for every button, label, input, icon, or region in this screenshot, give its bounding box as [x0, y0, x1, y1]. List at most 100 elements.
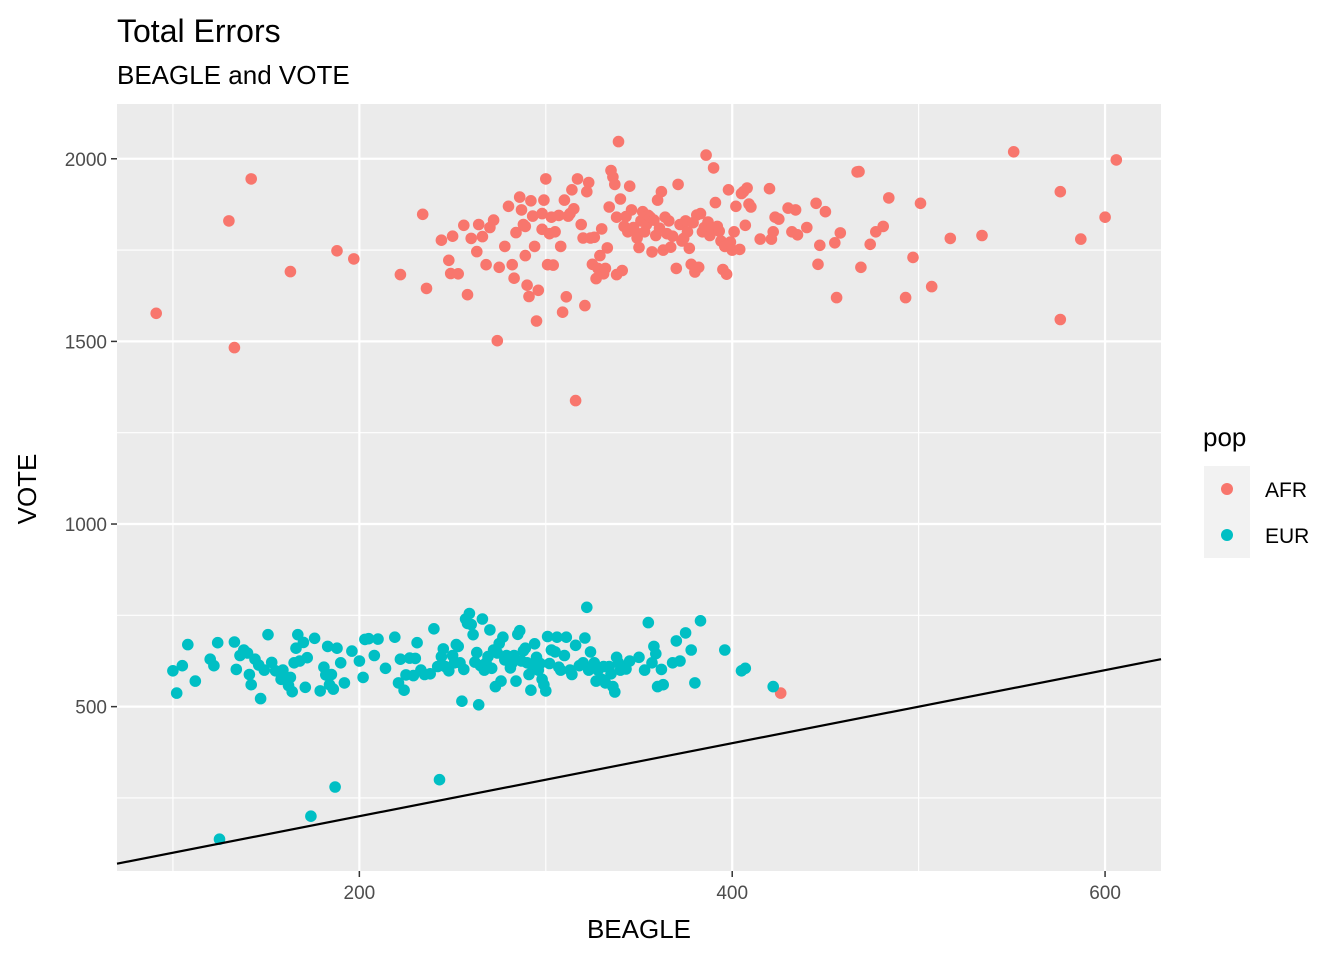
point-afr	[812, 258, 824, 271]
point-afr	[707, 162, 720, 174]
point-afr	[733, 243, 746, 256]
point-afr	[506, 258, 518, 271]
point-afr	[728, 226, 740, 238]
point-eur	[379, 662, 392, 675]
point-afr	[521, 279, 533, 292]
point-eur	[299, 681, 312, 694]
point-eur	[301, 651, 314, 664]
point-afr	[625, 204, 638, 216]
identity-reference-line	[116, 658, 1162, 865]
point-eur	[642, 616, 655, 629]
point-eur	[534, 657, 546, 670]
point-eur	[497, 631, 509, 643]
point-eur	[633, 651, 645, 664]
point-afr	[670, 262, 683, 275]
point-eur	[519, 642, 532, 654]
point-afr	[228, 341, 241, 354]
point-afr	[528, 240, 541, 253]
y-tick-label: 1000	[65, 515, 107, 536]
point-afr	[830, 291, 843, 304]
point-eur	[605, 668, 617, 680]
point-afr	[538, 194, 550, 206]
point-eur	[338, 677, 351, 689]
point-eur	[463, 607, 476, 620]
point-afr	[525, 195, 537, 207]
point-eur	[513, 624, 526, 637]
point-afr	[510, 226, 522, 239]
point-afr	[579, 299, 591, 312]
point-eur	[321, 640, 334, 653]
point-afr	[575, 218, 587, 231]
point-afr	[519, 220, 532, 233]
point-afr	[556, 306, 569, 319]
point-eur	[452, 640, 465, 653]
point-afr	[864, 238, 876, 251]
point-afr	[612, 135, 625, 148]
point-eur	[368, 649, 381, 662]
point-eur	[528, 638, 541, 650]
point-afr	[722, 184, 735, 196]
x-tick-label: 200	[344, 883, 376, 904]
point-afr	[614, 193, 627, 205]
point-eur	[476, 613, 489, 625]
point-eur	[176, 659, 189, 672]
point-eur	[433, 773, 446, 786]
point-eur	[543, 657, 556, 670]
point-eur	[243, 668, 256, 681]
point-eur	[739, 662, 752, 675]
point-afr	[616, 264, 628, 277]
point-afr	[553, 209, 565, 222]
point-afr	[1099, 211, 1111, 223]
point-afr	[814, 239, 826, 252]
point-afr	[588, 231, 601, 244]
point-afr	[416, 208, 429, 221]
chart-subtitle: BEAGLE and VOTE	[117, 60, 350, 90]
x-axis-ticks: 200 400 600	[344, 871, 1121, 904]
point-eur	[525, 684, 537, 696]
point-afr	[223, 215, 235, 227]
point-eur	[170, 687, 183, 699]
point-eur	[657, 678, 669, 691]
point-afr	[547, 259, 559, 271]
point-eur	[331, 642, 343, 654]
point-eur	[286, 685, 299, 698]
point-eur	[357, 671, 369, 684]
point-eur	[389, 631, 401, 643]
point-afr	[914, 197, 927, 210]
point-afr	[609, 178, 621, 191]
point-eur	[694, 615, 707, 627]
point-afr	[925, 280, 938, 293]
point-eur	[346, 645, 358, 657]
point-afr	[519, 249, 532, 262]
point-afr	[245, 173, 257, 185]
point-eur	[689, 677, 701, 689]
point-afr	[713, 225, 725, 237]
point-afr	[810, 197, 822, 210]
point-afr	[663, 215, 675, 227]
point-eur	[329, 781, 341, 793]
point-afr	[655, 185, 668, 198]
point-afr	[672, 178, 684, 191]
point-afr	[540, 173, 552, 185]
point-eur	[471, 646, 483, 659]
point-eur	[579, 632, 591, 644]
point-afr	[666, 230, 679, 242]
point-afr	[819, 205, 832, 218]
point-afr	[446, 230, 459, 242]
point-afr	[513, 191, 526, 203]
x-tick-label: 400	[716, 883, 748, 904]
point-afr	[709, 196, 722, 209]
point-eur	[228, 636, 241, 648]
legend: pop AFR EUR	[1203, 422, 1309, 558]
y-axis-title: VOTE	[12, 454, 42, 525]
point-afr	[694, 207, 707, 220]
point-eur	[495, 675, 507, 687]
point-afr	[1075, 233, 1087, 245]
point-afr	[745, 201, 757, 213]
point-eur	[558, 649, 571, 662]
point-afr	[944, 232, 957, 245]
point-afr	[594, 249, 606, 262]
point-eur	[325, 668, 338, 681]
point-afr	[458, 219, 470, 232]
y-tick-label: 1500	[65, 332, 107, 353]
